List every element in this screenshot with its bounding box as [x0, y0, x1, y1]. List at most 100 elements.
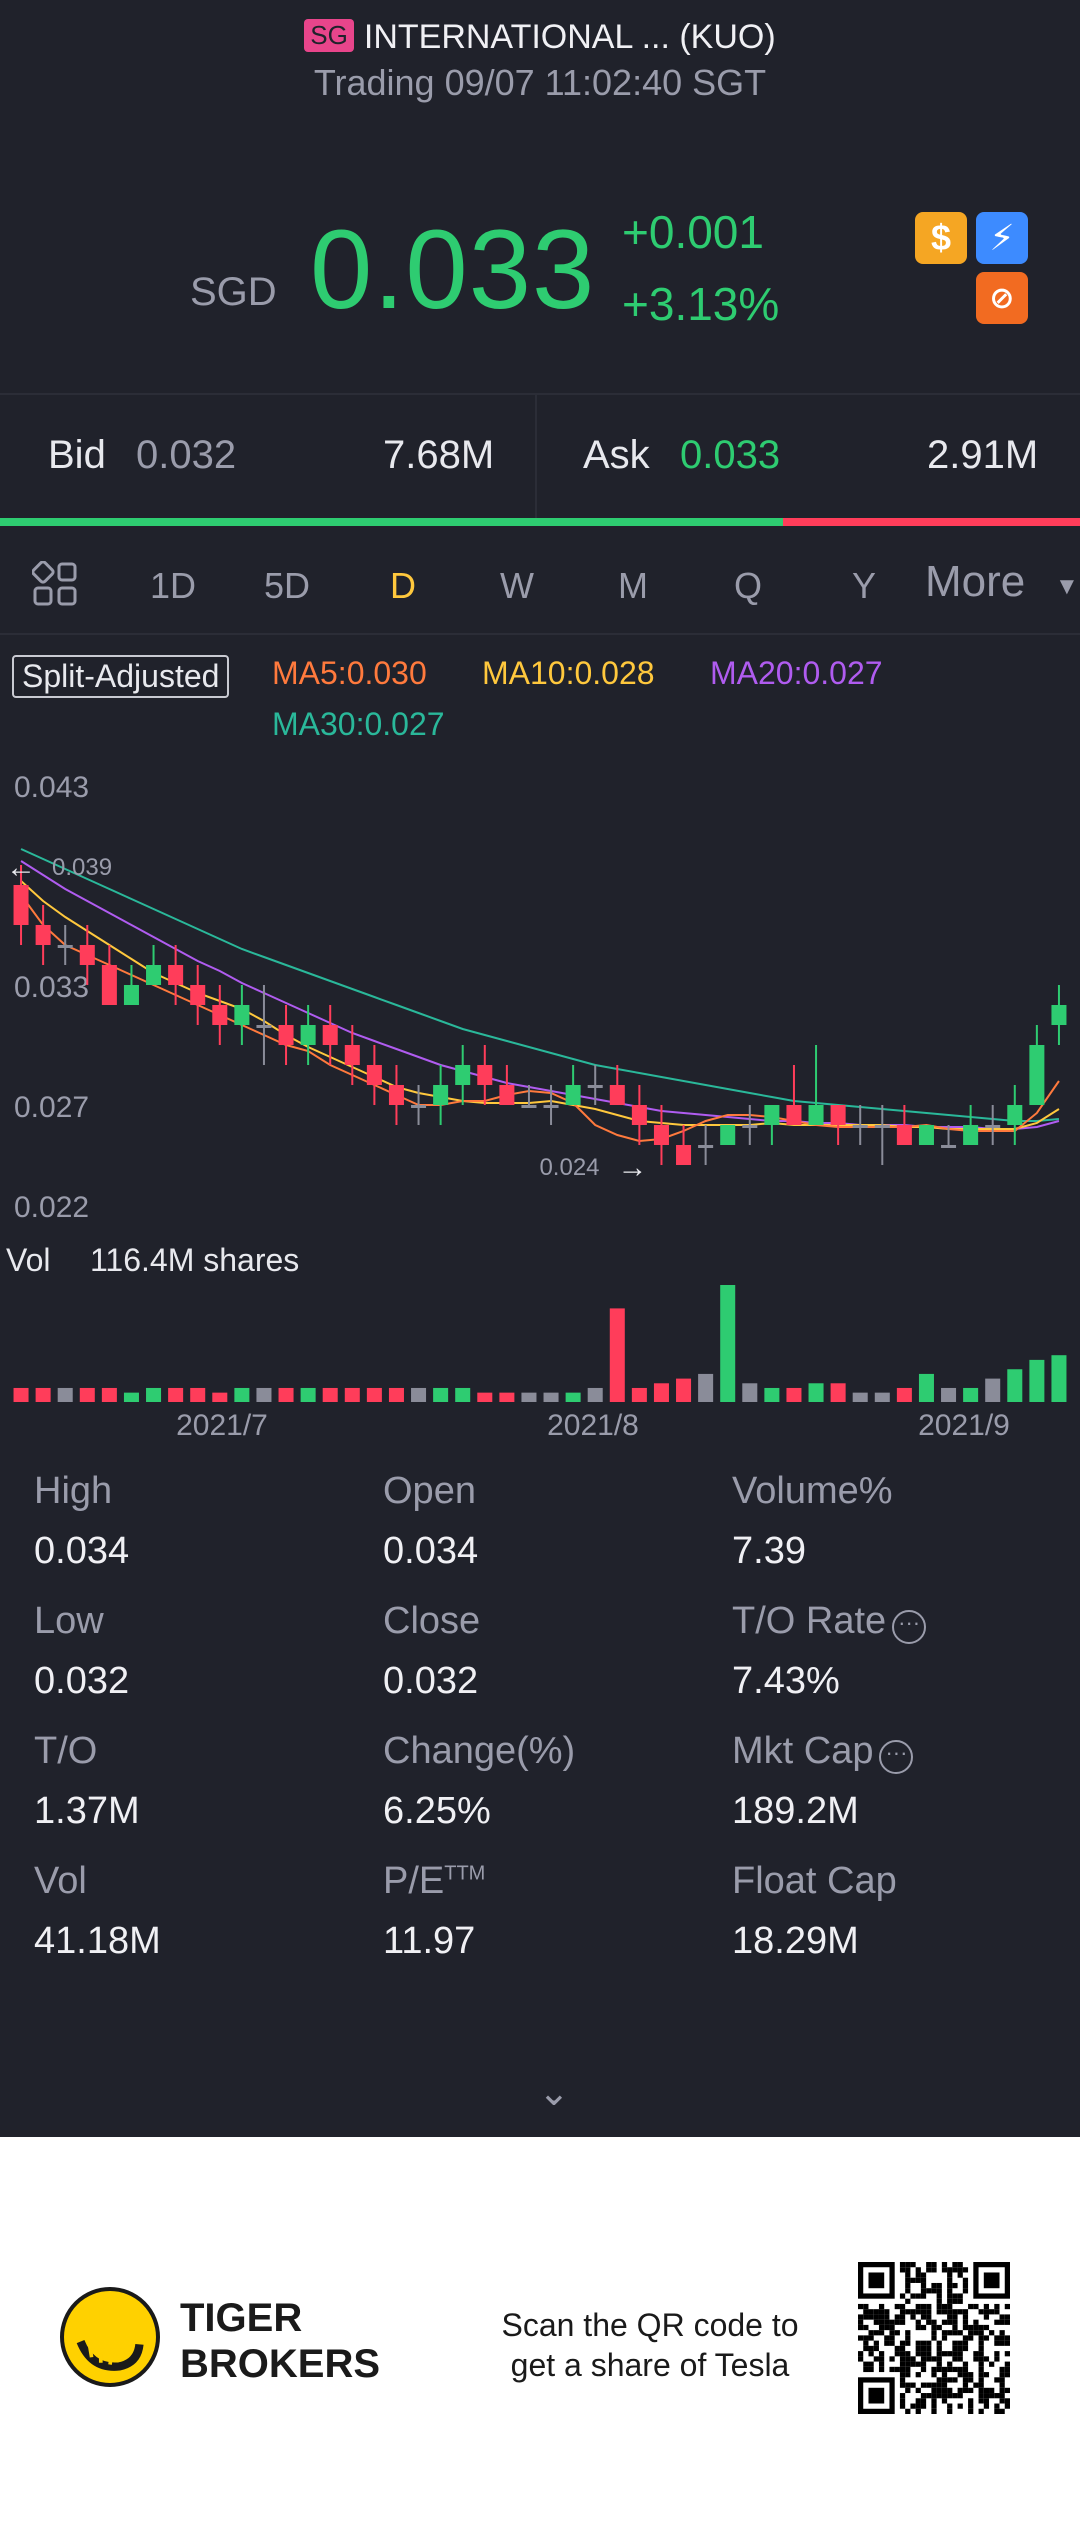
volume-bar	[300, 1387, 316, 1402]
qr-module	[920, 2345, 927, 2352]
tab-m[interactable]: M	[618, 565, 648, 606]
dollar-coin-icon[interactable]: $	[915, 212, 967, 264]
layout-grid-icon[interactable]	[32, 561, 78, 607]
qr-module	[910, 2293, 916, 2299]
stat-value: 0.032	[34, 1660, 130, 1702]
qr-module	[999, 2319, 1005, 2325]
qr-module	[873, 2309, 879, 2315]
ma5-line	[20, 894, 1060, 1143]
tab-d[interactable]: D	[390, 565, 416, 606]
tab-q[interactable]: Q	[734, 565, 763, 606]
volume-bar	[146, 1387, 162, 1402]
margin-icon[interactable]: ⊘	[976, 272, 1028, 324]
chevron-down-icon[interactable]: ⌄	[538, 2072, 570, 2114]
tab-w[interactable]: W	[500, 565, 534, 606]
qr-module	[915, 2272, 921, 2278]
more-info-icon[interactable]: ···	[892, 1610, 927, 1644]
qr-module	[926, 2351, 932, 2357]
volume-bar	[609, 1308, 625, 1402]
qr-module	[905, 2262, 911, 2268]
qr-module	[983, 2393, 990, 2399]
qr-module	[920, 2361, 927, 2367]
qr-module	[894, 2345, 900, 2352]
qr-module	[889, 2356, 895, 2362]
qr-module	[894, 2303, 900, 2310]
qr-module	[910, 2309, 916, 2315]
qr-module	[989, 2309, 995, 2315]
split-adjusted-button[interactable]: Split-Adjusted	[12, 655, 230, 698]
qr-module	[915, 2309, 921, 2315]
qr-module	[994, 2393, 1000, 2399]
qr-module	[931, 2372, 937, 2378]
qr-module	[962, 2372, 969, 2378]
tab-1d[interactable]: 1D	[150, 565, 197, 606]
qr-module	[968, 2398, 974, 2404]
qr-module	[931, 2282, 937, 2289]
bid-price: 0.032	[136, 433, 237, 477]
qr-module	[931, 2403, 937, 2409]
qr-module	[905, 2277, 911, 2283]
qr-module	[936, 2387, 942, 2394]
candle-body	[1051, 1005, 1067, 1025]
qr-module	[973, 2319, 979, 2325]
qr-module	[973, 2324, 979, 2331]
qr-module	[920, 2277, 927, 2283]
qr-module	[899, 2262, 906, 2268]
tab-more[interactable]: More	[925, 557, 1026, 606]
qr-module	[858, 2351, 864, 2357]
qr-module	[999, 2393, 1005, 2399]
candle-body	[609, 1085, 625, 1105]
qr-module	[915, 2345, 921, 2352]
qr-module	[947, 2303, 953, 2310]
promo-footer: TIGER BROKERS Scan the QR code to get a …	[0, 2137, 1080, 2541]
qr-module	[858, 2356, 864, 2362]
flash-icon[interactable]: ⚡	[976, 212, 1028, 264]
qr-module	[931, 2387, 937, 2394]
qr-module	[936, 2324, 942, 2331]
stat-label[interactable]: T/O Rate ···	[732, 1600, 927, 1644]
qr-module	[957, 2267, 963, 2273]
caret-down-icon[interactable]: ▼	[1055, 573, 1079, 600]
volume-bar	[168, 1387, 184, 1402]
tab-y[interactable]: Y	[852, 565, 877, 606]
candle-body	[79, 945, 95, 965]
qr-module	[905, 2356, 911, 2362]
more-info-icon[interactable]: ···	[879, 1740, 914, 1774]
qr-module	[978, 2366, 984, 2373]
qr-module	[858, 2314, 864, 2320]
volume-bar	[1051, 1355, 1067, 1402]
qr-module	[952, 2309, 958, 2315]
qr-module	[978, 2408, 984, 2414]
candle-body	[123, 985, 139, 1005]
volume-bar	[499, 1392, 515, 1402]
qr-module	[873, 2340, 879, 2346]
stat-label-text: Change(%)	[383, 1730, 576, 1772]
qr-module	[915, 2351, 921, 2357]
candle-body	[764, 1105, 780, 1125]
qr-finder-module	[868, 2387, 885, 2404]
qr-module	[947, 2293, 953, 2299]
candle-body	[300, 1025, 316, 1045]
qr-module	[873, 2319, 879, 2325]
tab-5d[interactable]: 5D	[264, 565, 311, 606]
x-tick-label: 2021/7	[176, 1409, 268, 1440]
qr-module	[926, 2356, 932, 2362]
bid-size: 7.68M	[383, 433, 495, 477]
qr-module	[936, 2309, 942, 2315]
qr-module	[936, 2293, 942, 2299]
candlestick-chart[interactable]: 0.043 0.033 0.027 0.022 ← 0.039 0.024 → Vol 11…	[0, 740, 1080, 1440]
stat-label-text: T/O Rate	[732, 1600, 887, 1642]
qr-module	[999, 2408, 1005, 2414]
qr-module	[863, 2361, 869, 2367]
candle-body	[565, 1085, 581, 1105]
candle-body	[830, 1105, 846, 1125]
candle-body	[543, 1105, 559, 1108]
stat-label[interactable]: Mkt Cap ···	[732, 1730, 914, 1774]
qr-code-icon[interactable]	[858, 2262, 1010, 2414]
qr-module	[926, 2288, 932, 2294]
qr-module	[994, 2319, 1000, 2325]
candle-body	[1007, 1105, 1023, 1125]
candle-body	[344, 1045, 360, 1065]
qr-module	[983, 2303, 990, 2310]
qr-module	[941, 2382, 948, 2388]
